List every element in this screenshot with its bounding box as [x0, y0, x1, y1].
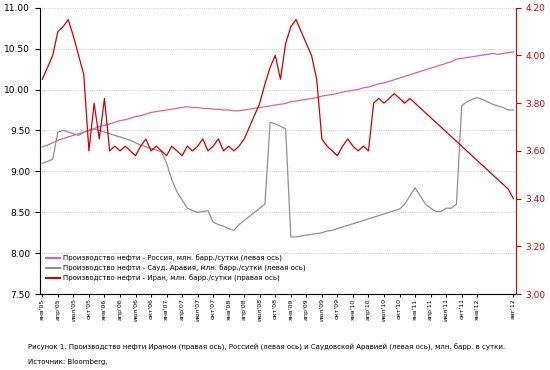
Legend: Производство нефти - Россия, млн. барр./сутки (левая ось), Производство нефти - : Производство нефти - Россия, млн. барр./…: [43, 252, 309, 285]
Text: Рисунок 1. Производство нефти Ираном (правая ось), Россией (левая ось) и Саудовс: Рисунок 1. Производство нефти Ираном (пр…: [28, 344, 505, 352]
Text: Источник: Bloomberg.: Источник: Bloomberg.: [28, 359, 107, 365]
